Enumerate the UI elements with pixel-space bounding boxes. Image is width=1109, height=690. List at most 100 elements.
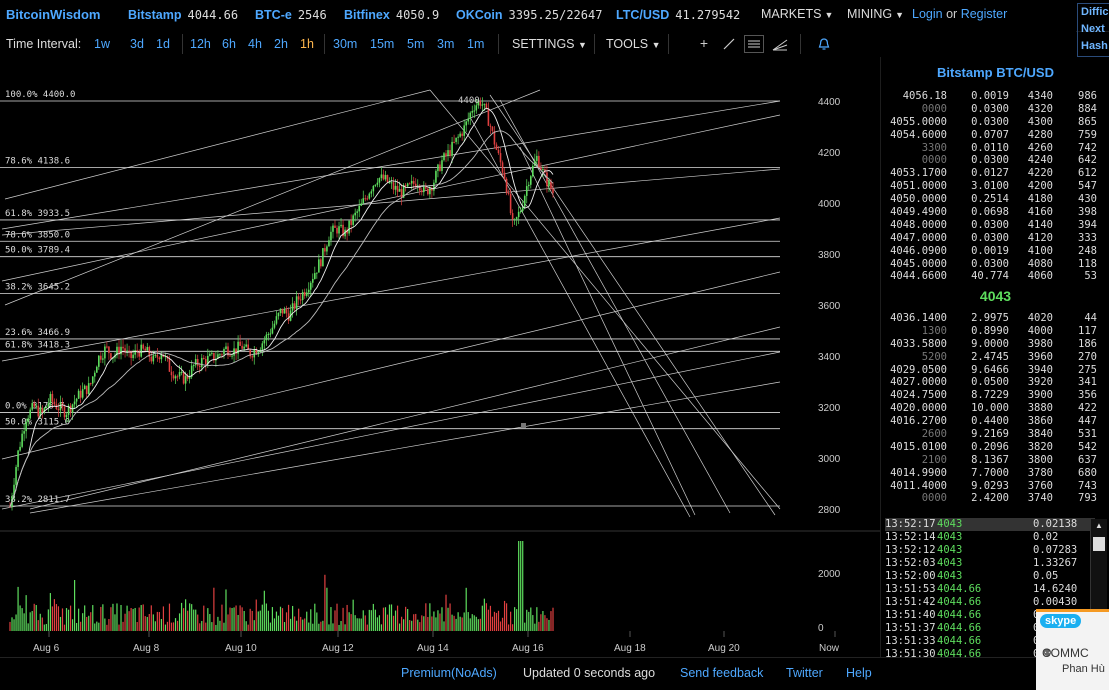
chevron-down-icon: ▼ — [824, 10, 834, 20]
interval-30m[interactable]: 30m — [333, 37, 358, 51]
time-interval-label: Time Interval: — [6, 37, 82, 51]
interval-3m[interactable]: 3m — [437, 37, 455, 51]
ticker-btce[interactable]: BTC-e 2546 — [255, 8, 327, 22]
interval-12h[interactable]: 12h — [190, 37, 211, 51]
mining-info-box[interactable]: Diffic Next Hash — [1077, 3, 1109, 57]
login-link[interactable]: Login — [912, 7, 943, 21]
trade-price: 4043 — [937, 531, 963, 543]
volume-bar — [110, 607, 112, 631]
candle-body — [332, 225, 334, 232]
interval-4h[interactable]: 4h — [248, 37, 262, 51]
volume-bar — [386, 614, 389, 631]
candle-body — [182, 371, 185, 384]
order-row: 0000 0.0300 4240 642 — [885, 154, 1099, 167]
register-link[interactable]: Register — [960, 7, 1008, 21]
settings-label: SETTINGS — [512, 37, 575, 51]
send-feedback-link[interactable]: Send feedback — [680, 666, 764, 680]
interval-1m[interactable]: 1m — [467, 37, 485, 51]
interval-1d[interactable]: 1d — [156, 37, 170, 51]
scroll-thumb[interactable] — [1093, 537, 1105, 551]
candle-body — [437, 164, 439, 171]
interval-1h[interactable]: 1h — [300, 37, 314, 51]
horizontal-lines-icon[interactable] — [744, 35, 764, 53]
candle-body — [392, 182, 395, 190]
candle-body — [33, 403, 36, 407]
candle-body — [525, 186, 528, 196]
order-amount: 0.8990 — [971, 324, 1009, 337]
candle-body — [342, 224, 344, 237]
volume-bar — [318, 623, 320, 631]
fib-label: 50.0% 3789.4 — [5, 246, 70, 256]
interval-6h[interactable]: 6h — [222, 37, 236, 51]
candle-body — [297, 296, 300, 300]
candle-body — [144, 348, 147, 351]
candle-body — [400, 189, 403, 198]
volume-bar — [471, 614, 473, 631]
volume-bar — [300, 616, 302, 631]
interval-1w[interactable]: 1w — [94, 37, 110, 51]
candle-body — [239, 341, 241, 346]
premium-link[interactable]: Premium(NoAds) — [401, 666, 497, 680]
volume-bar — [505, 603, 508, 631]
scroll-up-icon[interactable]: ▲ — [1095, 521, 1103, 530]
candle-body — [499, 153, 502, 163]
candle-body — [382, 174, 385, 180]
twitter-link[interactable]: Twitter — [786, 666, 823, 680]
trade-amount: 0.05 — [1033, 570, 1059, 582]
ticker-ltcusd[interactable]: LTC/USD 41.279542 — [616, 8, 740, 22]
site-logo[interactable]: BitcoinWisdom — [6, 7, 101, 22]
order-row: 4053.1700 0.0127 4220 612 — [885, 167, 1099, 180]
ticker-bitstamp[interactable]: Bitstamp 4044.66 — [128, 8, 238, 22]
order-row: 4024.7500 8.7229 3900 356 — [885, 389, 1099, 402]
ticker-bitfinex[interactable]: Bitfinex 4050.9 — [344, 8, 439, 22]
price-chart[interactable]: 100.0% 4400.0 78.6% 4138.6 61.8% 3933.5 78.… — [0, 57, 880, 657]
volume-bar — [421, 615, 423, 631]
trade-row: 13:52:12 4043 0.07283 — [885, 544, 1095, 557]
candle-body — [229, 355, 231, 357]
interval-2h[interactable]: 2h — [274, 37, 288, 51]
candle-body — [142, 344, 145, 349]
order-row: 4015.0100 0.2096 3820 542 — [885, 441, 1099, 454]
order-amount: 0.0300 — [971, 257, 1009, 270]
skype-popup[interactable]: skype ⚉ COMMC Phan Hù — [1036, 609, 1109, 690]
candle-body — [394, 185, 397, 190]
volume-bar — [279, 606, 282, 631]
candle-body — [303, 292, 306, 296]
volume-bar — [403, 619, 405, 631]
interval-3d[interactable]: 3d — [130, 37, 144, 51]
help-link[interactable]: Help — [846, 666, 872, 680]
candle-body — [316, 272, 318, 274]
crosshair-icon[interactable]: + — [699, 35, 709, 51]
trade-price: 4043 — [937, 544, 963, 556]
order-row: 4011.4000 9.0293 3760 743 — [885, 480, 1099, 493]
interval-15m[interactable]: 15m — [370, 37, 395, 51]
ticker-okcoin[interactable]: OKCoin 3395.25/22647 — [456, 8, 602, 22]
settings-menu[interactable]: SETTINGS ▼ — [512, 37, 587, 51]
difficulty-label: Diffic — [1081, 6, 1109, 18]
volume-bar — [411, 620, 413, 631]
volume-bar — [364, 615, 366, 631]
volume-bar — [49, 593, 51, 631]
volume-bar — [552, 607, 554, 631]
volume-bar — [374, 609, 376, 631]
volume-bar — [407, 609, 409, 631]
volume-bar — [191, 604, 193, 631]
markets-menu[interactable]: MARKETS ▼ — [761, 7, 833, 21]
volume-bar — [174, 618, 177, 631]
fib-fan-icon[interactable] — [770, 35, 790, 53]
volume-bar — [118, 624, 120, 631]
candle-body — [396, 185, 399, 192]
volume-bar — [362, 610, 364, 631]
interval-5m[interactable]: 5m — [407, 37, 425, 51]
bell-icon[interactable] — [814, 35, 834, 53]
trade-time: 13:51:40 — [885, 609, 936, 621]
candle-body — [21, 433, 23, 447]
volume-bar — [23, 613, 25, 631]
volume-bar — [405, 606, 407, 631]
tools-menu[interactable]: TOOLS ▼ — [606, 37, 661, 51]
volume-bar — [520, 541, 522, 631]
draw-line-icon[interactable] — [719, 35, 739, 53]
candle-body — [461, 133, 463, 136]
mining-menu[interactable]: MINING ▼ — [847, 7, 904, 21]
volume-bar — [100, 606, 102, 631]
